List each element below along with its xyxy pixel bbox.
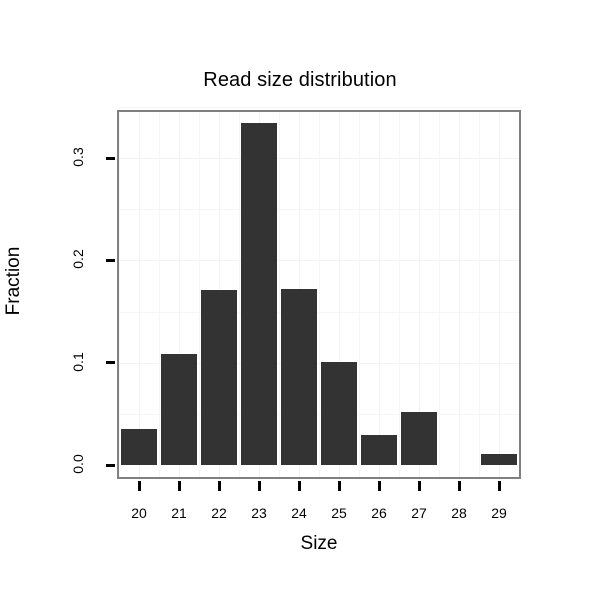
x-axis-title: Size bbox=[300, 533, 338, 554]
y-tick-mark bbox=[106, 361, 115, 364]
gridline-vertical-minor bbox=[199, 112, 200, 477]
bar-26 bbox=[361, 435, 397, 465]
x-tick-label: 21 bbox=[171, 505, 187, 521]
x-tick-mark bbox=[418, 481, 421, 491]
bar-25 bbox=[321, 362, 357, 465]
y-tick-mark bbox=[106, 464, 115, 467]
bar-24 bbox=[281, 289, 317, 465]
gridline-vertical-minor bbox=[359, 112, 360, 477]
x-tick-label: 25 bbox=[331, 505, 347, 521]
y-tick-label: 0.0 bbox=[70, 454, 86, 474]
gridline-vertical-minor bbox=[399, 112, 400, 477]
x-tick-mark bbox=[338, 481, 341, 491]
y-tick-label: 0.3 bbox=[70, 147, 86, 167]
bar-21 bbox=[161, 354, 197, 465]
x-tick-mark bbox=[498, 481, 501, 491]
x-tick-mark bbox=[298, 481, 301, 491]
x-tick-mark bbox=[138, 481, 141, 491]
y-tick-mark bbox=[106, 157, 115, 160]
gridline-vertical-minor bbox=[159, 112, 160, 477]
x-tick-mark bbox=[258, 481, 261, 491]
gridline-vertical-major bbox=[339, 112, 340, 477]
gridline-horizontal-minor bbox=[119, 106, 519, 108]
x-tick-mark bbox=[458, 481, 461, 491]
x-tick-label: 20 bbox=[131, 505, 147, 521]
gridline-vertical-major bbox=[379, 112, 380, 477]
y-tick-mark bbox=[106, 259, 115, 262]
bar-23 bbox=[241, 123, 277, 465]
x-tick-mark bbox=[378, 481, 381, 491]
bar-series bbox=[119, 112, 519, 477]
y-tick-label: 0.1 bbox=[70, 352, 86, 372]
gridline-vertical-major bbox=[419, 112, 420, 477]
gridline-vertical-minor bbox=[119, 112, 120, 477]
gridline-vertical-major bbox=[499, 112, 500, 477]
gridline-vertical-minor bbox=[479, 112, 480, 477]
gridline-vertical-major bbox=[139, 112, 140, 477]
gridline-vertical-minor bbox=[279, 112, 280, 477]
x-tick-mark bbox=[218, 481, 221, 491]
gridline-vertical-major bbox=[179, 112, 180, 477]
chart-title: Read size distribution bbox=[203, 69, 397, 91]
bar-20 bbox=[121, 429, 157, 465]
gridline-vertical-minor bbox=[239, 112, 240, 477]
bar-27 bbox=[401, 412, 437, 465]
x-tick-mark bbox=[178, 481, 181, 491]
bar-22 bbox=[201, 290, 237, 465]
y-axis-title: Fraction bbox=[3, 246, 24, 316]
gridline-vertical-minor bbox=[319, 112, 320, 477]
x-tick-label: 28 bbox=[451, 505, 467, 521]
x-tick-label: 27 bbox=[411, 505, 427, 521]
x-tick-label: 24 bbox=[291, 505, 307, 521]
gridline-vertical-minor bbox=[439, 112, 440, 477]
x-tick-label: 22 bbox=[211, 505, 227, 521]
plot-panel bbox=[117, 106, 521, 479]
x-tick-label: 29 bbox=[491, 505, 507, 521]
y-tick-label: 0.2 bbox=[70, 249, 86, 269]
x-tick-label: 23 bbox=[251, 505, 267, 521]
bar-29 bbox=[481, 454, 517, 465]
gridline-vertical-major bbox=[459, 112, 460, 477]
x-tick-label: 26 bbox=[371, 505, 387, 521]
